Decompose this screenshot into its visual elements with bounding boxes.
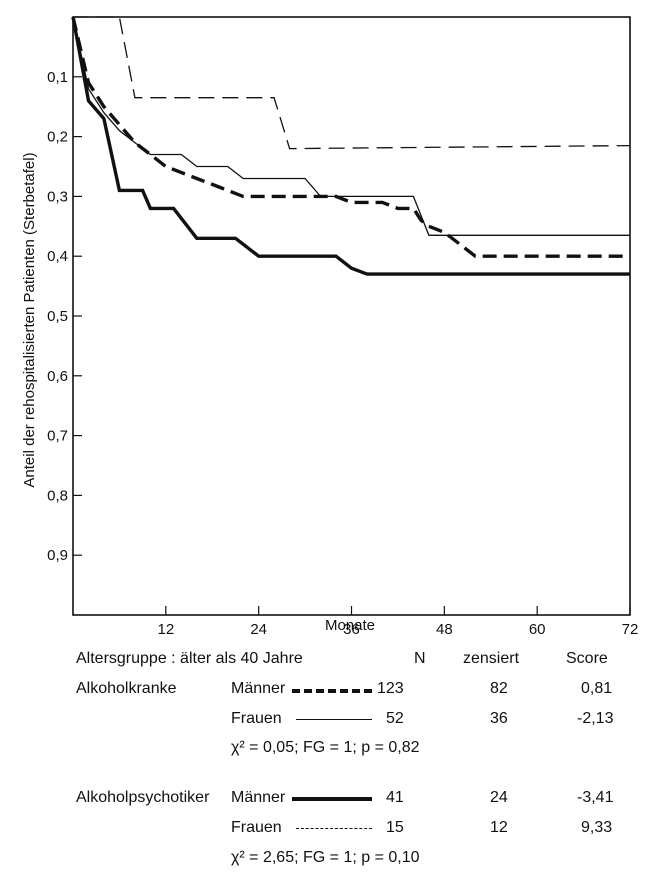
legend-stat: χ² = 2,65; FG = 1; p = 0,10 — [231, 849, 420, 866]
legend-swatch-thick-dashed — [292, 689, 372, 693]
series-line-alk_frauen — [72, 16, 630, 236]
y-tick-label: 0,8 — [47, 487, 68, 504]
legend-stat: χ² = 0,05; FG = 1; p = 0,82 — [231, 739, 420, 756]
legend-row-label: Frauen — [231, 710, 282, 727]
series-line-alk_maenner — [71, 16, 630, 258]
y-tick-label: 0,2 — [47, 129, 68, 146]
legend-swatch-thick-solid — [292, 797, 372, 801]
x-tick-label: 60 — [529, 621, 546, 638]
ticks: 12 24 36 48 60 72 0,1 0,2 0,3 0,4 0,5 0,6 0,7 0,8 0,9 — [47, 69, 638, 638]
y-tick-label: 0,4 — [47, 248, 68, 265]
legend-row-n: 123 — [377, 680, 404, 697]
x-tick-label: 36 — [343, 621, 360, 638]
legend-row-zensiert: 82 — [490, 680, 508, 697]
x-tick-label: 72 — [622, 621, 639, 638]
x-axis-label: Monate — [325, 617, 375, 634]
legend-row-n: 41 — [386, 789, 404, 806]
legend-swatch-thin-dashed — [296, 828, 372, 829]
legend-swatch-thin-solid — [296, 719, 372, 720]
legend-section-title: Alkoholpsychotiker — [76, 789, 210, 806]
legend-row-score: 9,33 — [581, 819, 613, 836]
legend-header-zensiert: zensiert — [463, 650, 520, 667]
plot-frame — [72, 16, 631, 616]
legend-row-label: Frauen — [231, 819, 282, 836]
legend-row-zensiert: 24 — [490, 789, 508, 806]
legend-section-title: Alkoholkranke — [76, 680, 177, 697]
y-tick-label: 0,6 — [47, 368, 68, 385]
legend-row-score: -3,41 — [577, 789, 614, 806]
y-tick-label: 0,5 — [47, 308, 68, 325]
y-tick-label: 0,1 — [47, 69, 68, 86]
survival-chart: Anteil der rehospitalisierten Patienten … — [21, 16, 638, 638]
y-axis-label: Anteil der rehospitalisierten Patienten … — [21, 152, 38, 487]
y-tick-label: 0,9 — [47, 547, 68, 564]
series-lines — [71, 16, 631, 276]
legend-header-group: Altersgruppe : älter als 40 Jahre — [76, 650, 303, 667]
x-tick-label: 12 — [157, 621, 174, 638]
x-tick-label: 24 — [250, 621, 267, 638]
series-line-psy_maenner — [71, 16, 630, 276]
y-tick-label: 0,7 — [47, 428, 68, 445]
legend-row-n: 15 — [386, 819, 404, 836]
legend-header-score: Score — [566, 650, 608, 667]
legend-row-score: -2,13 — [577, 710, 614, 727]
legend-row-zensiert: 12 — [490, 819, 508, 836]
legend-row-n: 52 — [386, 710, 404, 727]
legend-row-label: Männer — [231, 789, 286, 806]
series-line-psy_frauen — [73, 16, 631, 150]
x-tick-label: 48 — [436, 621, 453, 638]
legend-row-label: Männer — [231, 680, 286, 697]
axes — [72, 16, 631, 616]
legend-row-zensiert: 36 — [490, 710, 508, 727]
y-tick-label: 0,3 — [47, 188, 68, 205]
legend-header-n: N — [414, 650, 426, 667]
legend-row-score: 0,81 — [581, 680, 613, 697]
